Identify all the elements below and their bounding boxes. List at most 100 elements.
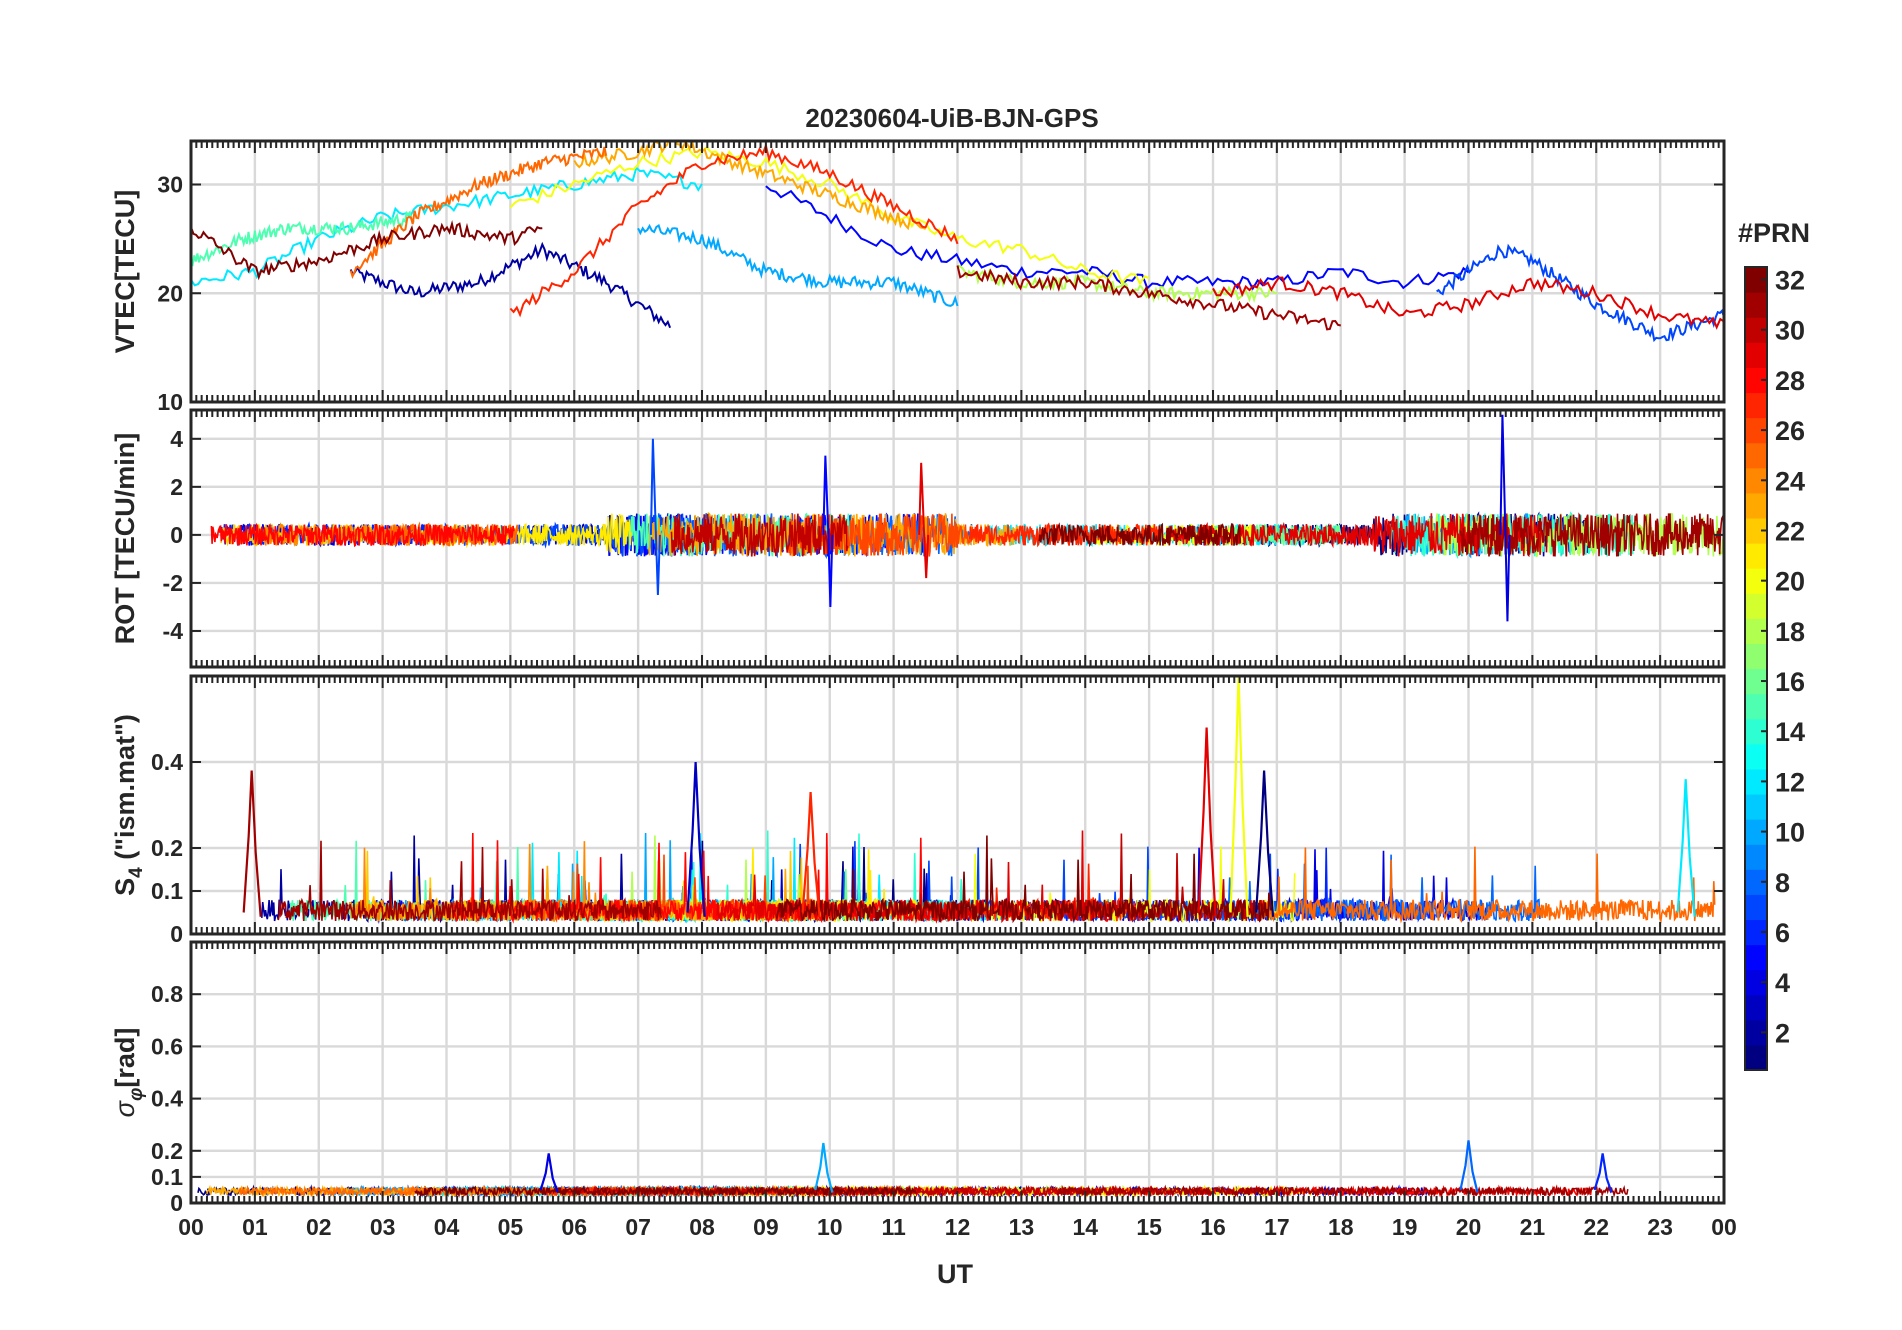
- colorbar-swatch-prn-13: [1745, 743, 1767, 770]
- rot-series-prn-20: [1095, 523, 1256, 546]
- colorbar-swatch-prn-16: [1745, 668, 1767, 695]
- colorbar-tick-label: 26: [1775, 416, 1805, 446]
- s4-peak-prn-1: [1255, 770, 1275, 917]
- x-tick-label: 13: [1009, 1214, 1035, 1240]
- vtec-series-prn-10: [637, 223, 959, 307]
- vtec-series-prn-27: [509, 142, 959, 318]
- colorbar-tick-label: 10: [1775, 818, 1805, 848]
- vtec-series-prn-25: [349, 146, 608, 279]
- figure-title: 20230604-UiB-BJN-GPS: [805, 103, 1098, 133]
- x-tick-label: 20: [1456, 1214, 1482, 1240]
- y-tick-label: 0: [170, 522, 183, 548]
- colorbar-swatch-prn-28: [1745, 367, 1767, 394]
- colorbar-tick-label: 24: [1775, 466, 1805, 496]
- colorbar-swatch-prn-17: [1745, 643, 1767, 670]
- rot-spike-prn-4: [1499, 414, 1511, 622]
- panel-vtec: 10 20 30 VTEC[TECU]: [110, 139, 1726, 415]
- colorbar-swatch-prn-8: [1745, 869, 1767, 895]
- colorbar-swatch-prn-23: [1745, 492, 1767, 519]
- s4-series-prn-25: [1259, 846, 1716, 924]
- s4-peak-prn-29: [1197, 727, 1217, 917]
- s4-series-prn-15: [289, 840, 664, 922]
- colorbar-frame: [1744, 266, 1768, 1071]
- x-tick-label: 22: [1583, 1214, 1609, 1240]
- y-tick-label: 0.2: [151, 835, 183, 861]
- colorbar-tick-label: 2: [1775, 1018, 1790, 1048]
- colorbar-tick-label: 16: [1775, 667, 1805, 697]
- vtec-series-prn-2: [349, 241, 672, 329]
- ylabel-sigma_phi: σφ[rad]: [110, 1028, 147, 1118]
- x-tick-label: 15: [1136, 1214, 1162, 1240]
- ylabel-s4: S4 ("ism.mat"): [110, 714, 147, 896]
- s4-peak-prn-3: [686, 761, 706, 917]
- vtec-series-prn-18: [956, 264, 1277, 304]
- rot-spike-prn-29: [918, 462, 930, 579]
- x-tick-label: 03: [370, 1214, 396, 1240]
- colorbar-tick-label: 6: [1775, 918, 1790, 948]
- colorbar-swatch-prn-18: [1745, 618, 1767, 645]
- colorbar-tick-label: 18: [1775, 617, 1805, 647]
- colorbar-swatch-prn-29: [1745, 342, 1767, 368]
- x-tick-label: 06: [561, 1214, 587, 1240]
- x-tick-label: 01: [242, 1214, 268, 1240]
- rot-spike-prn-7: [649, 438, 661, 595]
- y-tick-label: 0.2: [151, 1138, 183, 1164]
- y-tick-label: 20: [157, 280, 183, 306]
- s4-peak-prn-12: [1676, 779, 1696, 917]
- x-tick-label: 08: [689, 1214, 715, 1240]
- x-tick-label: 10: [817, 1214, 843, 1240]
- colorbar-tick-label: 22: [1775, 516, 1805, 546]
- colorbar-swatch-prn-25: [1745, 442, 1767, 469]
- vtec-series-prn-23: [573, 141, 926, 231]
- s4-series-prn-32: [775, 835, 1273, 924]
- ylabel-rot: ROT [TECU/min]: [110, 433, 140, 644]
- colorbar-swatch-prn-32: [1745, 267, 1767, 293]
- colorbar-swatch-prn-9: [1745, 844, 1767, 870]
- vtec-series-prn-7: [1436, 243, 1724, 343]
- y-tick-label: 2: [170, 474, 183, 500]
- x-tick-label: 14: [1072, 1214, 1098, 1240]
- colorbar-tick-label: 12: [1775, 767, 1805, 797]
- x-tick-label: 11: [881, 1214, 906, 1240]
- vtec-series-prn-32: [191, 219, 543, 281]
- colorbar-tick-label: 30: [1775, 316, 1805, 346]
- xaxis-label: UT: [937, 1259, 973, 1289]
- colorbar-title: #PRN: [1738, 218, 1810, 248]
- y-tick-label: 4: [170, 426, 183, 452]
- colorbar-swatch-prn-10: [1745, 819, 1767, 845]
- y-tick-label: -2: [163, 570, 183, 596]
- colorbar-swatch-prn-1: [1745, 1044, 1767, 1071]
- colorbar-swatch-prn-5: [1745, 944, 1767, 971]
- y-tick-label: 0: [170, 921, 183, 947]
- x-tick-label: 07: [625, 1214, 651, 1240]
- colorbar-swatch-prn-26: [1745, 417, 1767, 444]
- x-tick-label: 09: [753, 1214, 779, 1240]
- vtec-series-prn-31: [956, 265, 1342, 331]
- colorbar-tick-label: 28: [1775, 366, 1805, 396]
- colorbar-swatch-prn-27: [1745, 392, 1767, 419]
- colorbar-swatch-prn-3: [1745, 994, 1767, 1021]
- x-tick-label: 17: [1264, 1214, 1290, 1240]
- y-tick-label: 10: [157, 389, 183, 415]
- x-tick-label: 23: [1647, 1214, 1673, 1240]
- rot-series-prn-32: [1038, 522, 1242, 548]
- y-tick-label: 0.6: [151, 1033, 183, 1059]
- plot-area-vtec: [191, 141, 1724, 343]
- y-tick-label: 0.4: [151, 1086, 183, 1112]
- colorbar-swatch-prn-20: [1745, 568, 1767, 594]
- x-tick-label: 18: [1328, 1214, 1354, 1240]
- x-tick-label: 19: [1392, 1214, 1418, 1240]
- plot-area-sigma_phi: [197, 1140, 1629, 1199]
- x-tick-label: 00: [178, 1214, 204, 1240]
- colorbar-swatch-prn-24: [1745, 467, 1767, 494]
- colorbar-swatch-prn-6: [1745, 919, 1767, 946]
- s4-peak-prn-31: [242, 770, 262, 917]
- y-tick-label: 0.1: [151, 878, 183, 904]
- rot-series-prn-30: [670, 513, 849, 557]
- colorbar-swatch-prn-2: [1745, 1019, 1767, 1046]
- sigma_phi-peak-prn-6: [1593, 1153, 1613, 1193]
- colorbar-swatch-prn-30: [1745, 317, 1767, 343]
- sigma_phi-peak-prn-10: [814, 1142, 834, 1193]
- rot-series-prn-28: [210, 522, 515, 548]
